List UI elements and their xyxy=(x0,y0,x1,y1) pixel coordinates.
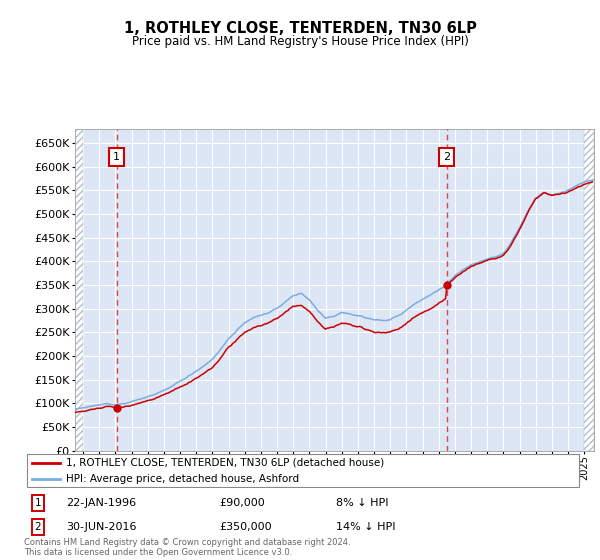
Text: £350,000: £350,000 xyxy=(220,522,272,532)
Text: 1, ROTHLEY CLOSE, TENTERDEN, TN30 6LP: 1, ROTHLEY CLOSE, TENTERDEN, TN30 6LP xyxy=(124,21,476,36)
Text: 2: 2 xyxy=(35,522,41,532)
Text: 1: 1 xyxy=(113,152,120,162)
Text: 2: 2 xyxy=(443,152,451,162)
Text: 1, ROTHLEY CLOSE, TENTERDEN, TN30 6LP (detached house): 1, ROTHLEY CLOSE, TENTERDEN, TN30 6LP (d… xyxy=(66,458,384,468)
Text: 30-JUN-2016: 30-JUN-2016 xyxy=(66,522,136,532)
Text: 8% ↓ HPI: 8% ↓ HPI xyxy=(337,498,389,508)
Text: HPI: Average price, detached house, Ashford: HPI: Average price, detached house, Ashf… xyxy=(66,474,299,484)
Text: 22-JAN-1996: 22-JAN-1996 xyxy=(66,498,136,508)
FancyBboxPatch shape xyxy=(27,455,579,487)
Text: Contains HM Land Registry data © Crown copyright and database right 2024.
This d: Contains HM Land Registry data © Crown c… xyxy=(24,538,350,557)
Text: £90,000: £90,000 xyxy=(220,498,265,508)
Text: Price paid vs. HM Land Registry's House Price Index (HPI): Price paid vs. HM Land Registry's House … xyxy=(131,35,469,48)
Bar xyxy=(75,129,83,451)
Bar xyxy=(584,129,594,451)
Text: 14% ↓ HPI: 14% ↓ HPI xyxy=(337,522,396,532)
Text: 1: 1 xyxy=(35,498,41,508)
